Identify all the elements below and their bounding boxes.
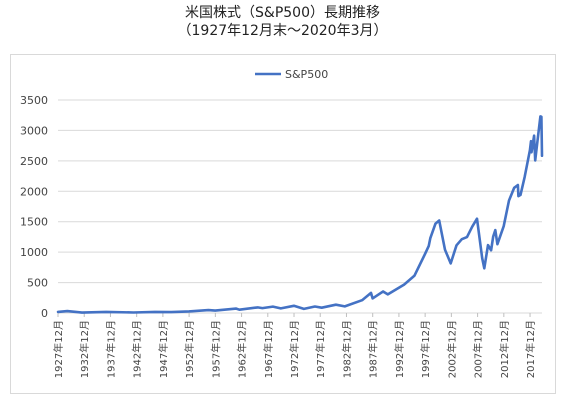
y-tick-label: 1000 [20,246,48,259]
x-tick-label: 2002年12月 [445,320,458,378]
y-tick-label: 2500 [20,155,48,168]
x-tick-label: 2012年12月 [498,320,511,378]
y-tick-label: 2000 [20,185,48,198]
chart-title: 米国株式（S&P500）長期推移 [185,5,380,21]
x-tick-label: 1967年12月 [262,320,275,378]
x-tick-label: 1997年12月 [419,320,432,378]
x-tick-label: 1987年12月 [367,320,380,378]
x-axis: 1927年12月 1932年12月 1937年12月 1942年12月 1947年12月… [52,313,537,378]
series-group [56,115,544,314]
x-tick-label: 1962年12月 [236,320,249,378]
x-tick-label: 1942年12月 [131,320,144,378]
y-tick-label: 1500 [20,216,48,229]
chart-subtitle: （1927年12月末～2020年3月） [177,23,388,39]
chart-frame [10,54,556,394]
x-tick-label: 1972年12月 [288,320,301,378]
legend: S&P500 [255,68,328,81]
x-tick-label: 1957年12月 [209,320,222,378]
x-tick-label: 1952年12月 [183,320,196,378]
chart-title-block: 米国株式（S&P500）長期推移 （1927年12月末～2020年3月） [0,4,565,40]
x-tick-label: 2007年12月 [472,320,485,378]
x-tick-label: 1977年12月 [314,320,327,378]
y-tick-label: 3000 [20,124,48,137]
x-tick-label: 1992年12月 [393,320,406,378]
y-axis: 0 500 1000 1500 2000 2500 3000 3500 [20,94,48,320]
y-tick-label: 0 [41,307,48,320]
x-tick-label: 1937年12月 [104,320,117,378]
x-tick-label: 1932年12月 [78,320,91,378]
x-tick-label: 1947年12月 [157,320,170,378]
x-tick-label: 1982年12月 [340,320,353,378]
gridlines [58,99,542,314]
x-tick-label: 1927年12月 [52,320,65,378]
y-tick-label: 500 [27,277,48,290]
legend-label: S&P500 [285,68,328,81]
series-line-sp500 [56,115,544,314]
y-tick-label: 3500 [20,94,48,107]
x-tick-label: 2017年12月 [524,320,537,378]
